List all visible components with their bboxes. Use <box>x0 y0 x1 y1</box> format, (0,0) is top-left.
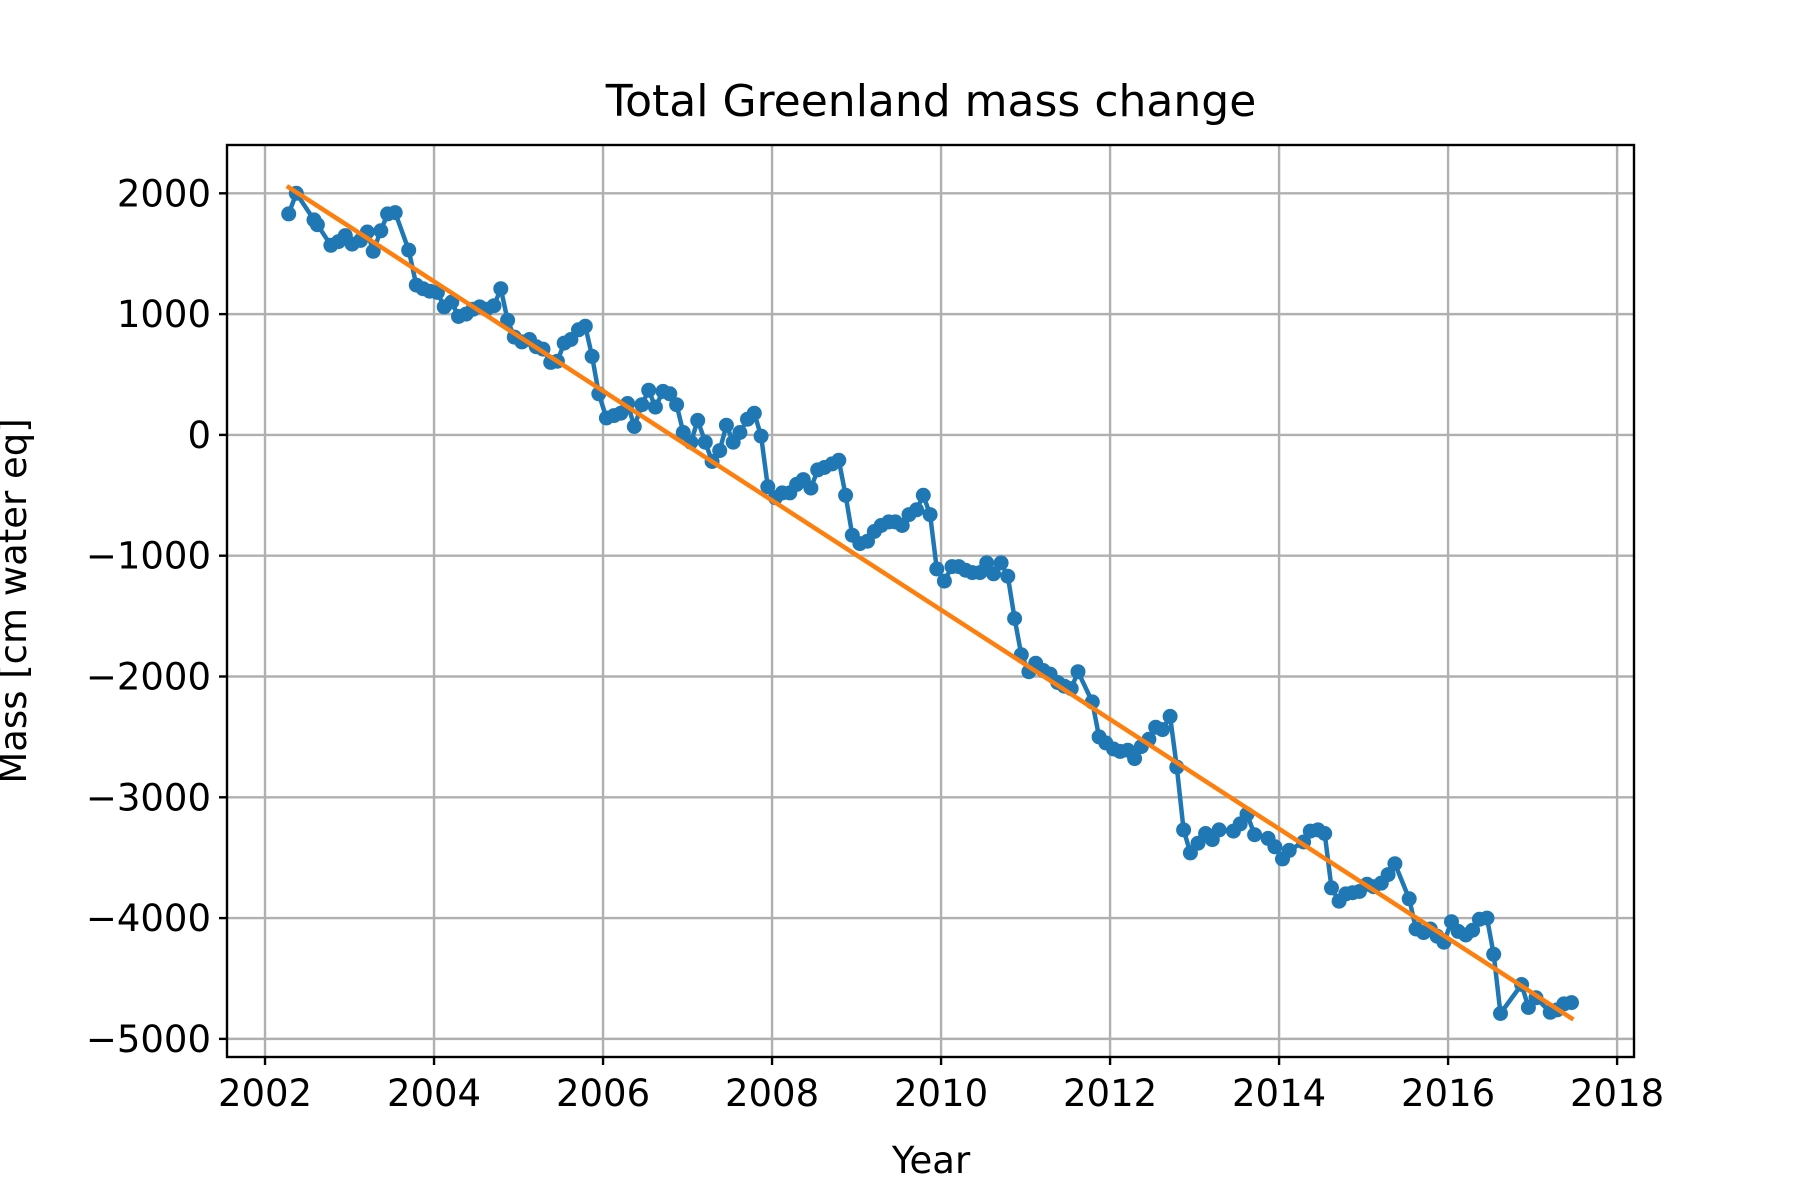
y-tick-label: 0 <box>187 414 211 457</box>
x-tick-label: 2002 <box>218 1072 312 1115</box>
x-tick-label: 2010 <box>894 1072 988 1115</box>
mass-data-point <box>1267 839 1283 855</box>
mass-data-point <box>662 386 678 402</box>
mass-data-point <box>669 397 685 413</box>
mass-data-point <box>1211 822 1227 838</box>
trend-line <box>285 184 1575 1022</box>
mass-data-point <box>1324 880 1339 896</box>
x-tick-label: 2012 <box>1063 1072 1157 1115</box>
mass-data-point <box>712 443 728 459</box>
mass-data-point <box>1401 891 1417 907</box>
mass-data-point <box>690 412 706 428</box>
x-tick-label: 2018 <box>1570 1072 1664 1115</box>
mass-data-point <box>915 487 931 503</box>
y-tick-label: 2000 <box>117 172 211 215</box>
x-axis-title: Year <box>891 1139 971 1182</box>
mass-data-point <box>1155 722 1170 738</box>
mass-data-point <box>500 312 516 328</box>
mass-data-point <box>1127 751 1143 767</box>
mass-data-point <box>746 405 762 421</box>
mass-data-point <box>993 555 1009 571</box>
x-tick-label: 2004 <box>387 1072 481 1115</box>
mass-data-point <box>1247 827 1263 843</box>
y-tick-label: −4000 <box>86 897 211 940</box>
mass-data-point <box>979 555 995 571</box>
mass-data-point <box>401 242 417 258</box>
mass-data-point <box>634 397 650 413</box>
mass-data-point <box>1564 995 1579 1011</box>
series <box>281 184 1579 1022</box>
axis-ticks: 2002 2004 2006 2008 2010 2012 2014 2016 2018 2000… <box>86 172 1664 1115</box>
y-tick-label: 1000 <box>117 293 211 336</box>
x-tick-label: 2008 <box>725 1072 819 1115</box>
mass-data-point <box>753 428 769 444</box>
mass-data-point <box>909 502 925 518</box>
mass-data-point <box>1380 867 1396 883</box>
mass-data-point <box>1479 910 1495 926</box>
mass-data-point <box>626 419 642 434</box>
mass-data-point <box>1176 822 1192 838</box>
mass-data-point <box>1281 842 1297 858</box>
mass-data-point <box>1007 611 1023 626</box>
mass-data-point <box>281 206 297 222</box>
mass-data-point <box>444 294 460 310</box>
mass-data-point <box>760 479 776 495</box>
mass-data-point <box>1317 826 1333 841</box>
x-tick-label: 2016 <box>1401 1072 1495 1115</box>
y-tick-label: −5000 <box>86 1018 211 1061</box>
mass-data-point <box>373 223 389 239</box>
mass-data-point <box>647 399 663 415</box>
mass-data-point <box>1162 708 1178 724</box>
mass-data-point <box>493 281 509 297</box>
plot-frame <box>225 143 1636 1059</box>
mass-data-point <box>894 518 910 533</box>
mass-data-point <box>986 566 1001 582</box>
mass-data-point <box>803 480 819 496</box>
mass-data-point <box>697 434 713 450</box>
mass-data-point <box>838 487 854 503</box>
mass-data-point <box>486 298 502 314</box>
mass-data-point <box>1387 856 1403 872</box>
y-tick-label: −1000 <box>86 535 211 578</box>
mass-data-point <box>1493 1006 1508 1021</box>
mass-data-point <box>641 382 657 398</box>
mass-data-point <box>831 452 847 468</box>
mass-data-point <box>732 425 748 440</box>
y-axis-title: Mass [cm water eq] <box>0 418 35 783</box>
y-tick-label: −3000 <box>86 776 211 819</box>
mass-data-point <box>577 318 593 334</box>
mass-data-point <box>1486 946 1502 962</box>
mass-data-point <box>922 507 938 523</box>
mass-data-point <box>936 573 952 589</box>
x-tick-label: 2014 <box>1232 1072 1326 1115</box>
chart-title: Total Greenland mass change <box>605 76 1257 127</box>
mass-data-point <box>387 205 403 221</box>
mass-data-point <box>718 417 734 433</box>
mass-data-point <box>309 217 325 233</box>
mass-data-point <box>365 243 381 259</box>
mass-data-point <box>1070 664 1086 680</box>
mass-data-point <box>929 561 945 577</box>
mass-data-point <box>1000 568 1016 584</box>
mass-data-point <box>1465 922 1481 938</box>
mass-data-point <box>584 348 600 364</box>
x-tick-label: 2006 <box>556 1072 650 1115</box>
y-tick-label: −2000 <box>86 655 211 698</box>
